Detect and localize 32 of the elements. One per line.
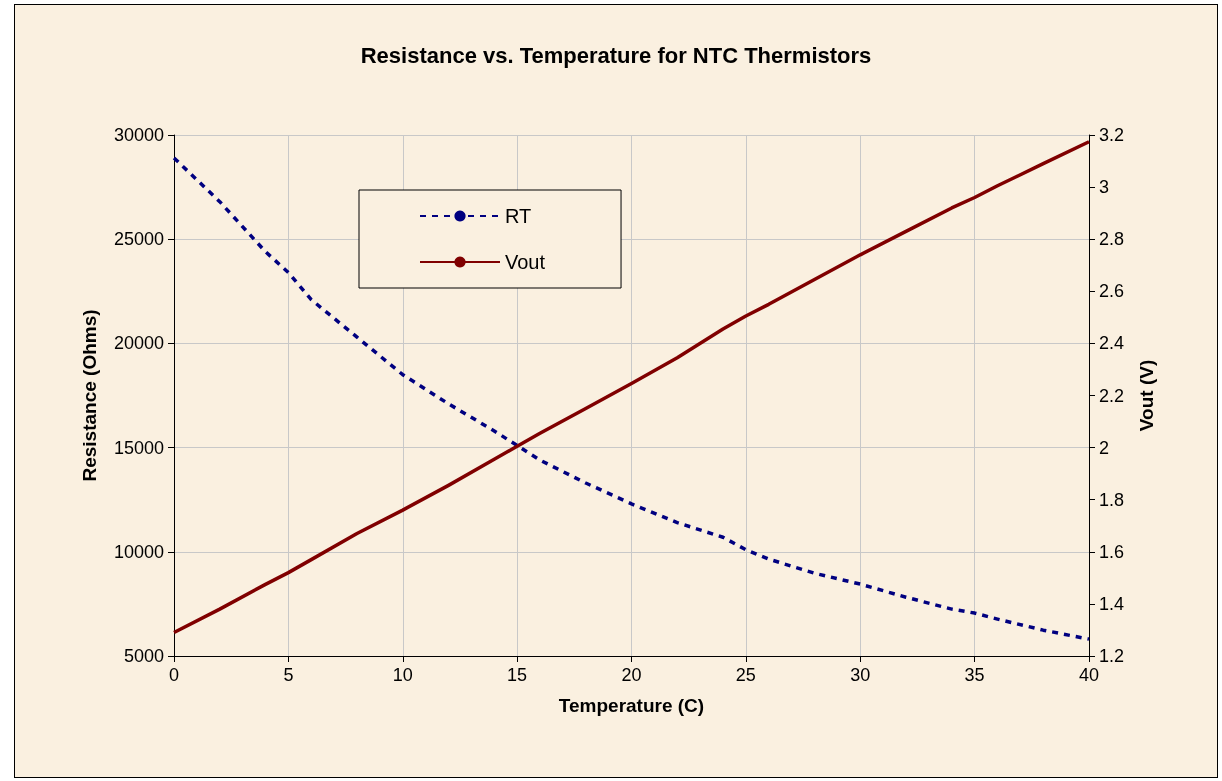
y2-tick-label: 2.6 [1099, 281, 1125, 302]
y-tick-label: 20000 [113, 333, 164, 354]
y2-axis-title: Vout (V) [1136, 359, 1157, 432]
y2-tick-label: 2.4 [1099, 333, 1125, 354]
y2-tick-label: 1.4 [1099, 593, 1125, 614]
x-tick-label: 15 [507, 665, 528, 685]
y-tick-label: 5000 [123, 646, 164, 666]
x-tick-label: 0 [168, 665, 180, 685]
y-tick-label: 30000 [113, 125, 164, 145]
y-tick-label: 15000 [113, 437, 164, 458]
y2-tick-label: 3 [1099, 177, 1110, 198]
x-axis-title: Temperature (C) [558, 695, 705, 716]
x-tick-label: 30 [850, 665, 871, 685]
y2-tick-label: 2.2 [1099, 385, 1125, 406]
y-tick-label: 25000 [113, 229, 164, 250]
x-tick-label: 25 [735, 665, 756, 685]
y2-tick-label: 1.8 [1099, 489, 1125, 510]
y2-tick-label: 2 [1099, 437, 1110, 458]
y-tick-label: 10000 [113, 541, 164, 562]
y2-tick-label: 3.2 [1099, 125, 1125, 145]
y2-tick-label: 1.2 [1099, 646, 1125, 666]
x-tick-label: 35 [964, 665, 985, 685]
x-tick-label: 40 [1078, 665, 1100, 685]
x-tick-label: 10 [392, 665, 413, 685]
legend-label: RT [505, 205, 532, 227]
chart-title: Resistance vs. Temperature for NTC Thermistors [360, 42, 872, 68]
x-tick-label: 20 [621, 665, 642, 685]
x-tick-label: 5 [283, 665, 294, 685]
y2-tick-label: 1.6 [1099, 541, 1125, 562]
legend-label: Vout [505, 251, 546, 273]
y-axis-title: Resistance (Ohms) [79, 309, 100, 482]
y2-tick-label: 2.8 [1099, 229, 1125, 250]
